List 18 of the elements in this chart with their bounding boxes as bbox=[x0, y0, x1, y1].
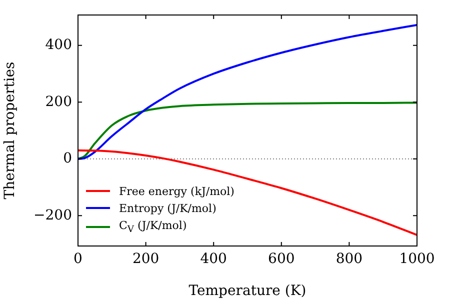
x-tick-label: 400 bbox=[200, 251, 227, 268]
y-tick-label: 0 bbox=[63, 150, 72, 167]
y-tick-label: 200 bbox=[45, 94, 72, 110]
x-tick-label: 0 bbox=[74, 251, 82, 268]
legend-label: Entropy (J/K/mol) bbox=[119, 200, 216, 217]
y-tick-label: 400 bbox=[45, 37, 72, 54]
legend-label: Free energy (kJ/mol) bbox=[119, 184, 234, 200]
y-tick-label: −200 bbox=[34, 207, 72, 224]
x-tick-label: 800 bbox=[336, 251, 363, 268]
y-axis-title: Thermal properties bbox=[2, 62, 18, 200]
legend-label: C$_{V}$ (J/K/mol) bbox=[119, 218, 187, 237]
x-tick-label: 200 bbox=[132, 251, 160, 268]
x-axis-title: Temperature (K) bbox=[188, 283, 306, 300]
line-series bbox=[78, 149, 417, 236]
x-tick-label: 600 bbox=[268, 251, 295, 268]
line-series bbox=[78, 24, 417, 160]
line-series bbox=[78, 102, 417, 160]
x-tick-label: 1000 bbox=[399, 251, 435, 268]
